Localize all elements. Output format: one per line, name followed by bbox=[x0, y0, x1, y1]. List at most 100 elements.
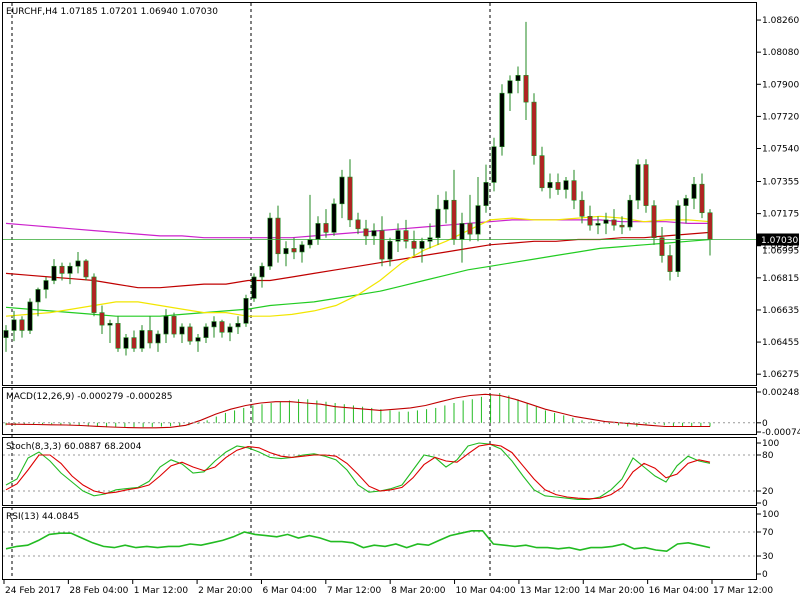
candle-body bbox=[587, 216, 593, 226]
candle bbox=[59, 262, 65, 281]
candle bbox=[283, 241, 289, 267]
price-tick-label: 1.06995 bbox=[762, 246, 799, 256]
candle bbox=[555, 173, 561, 195]
time-tick-label: 17 Mar 12:00 bbox=[713, 586, 773, 596]
candle-body bbox=[171, 315, 177, 335]
time-tick-label: 2 Mar 20:00 bbox=[198, 586, 253, 596]
candle bbox=[331, 198, 337, 236]
candle-body bbox=[211, 321, 217, 328]
candle-body bbox=[227, 326, 233, 333]
candle-body bbox=[627, 199, 633, 228]
candle bbox=[115, 316, 121, 352]
stoch-tick-label: 80 bbox=[762, 451, 774, 461]
period-separators bbox=[11, 3, 491, 579]
candle bbox=[179, 323, 185, 343]
candle bbox=[579, 191, 585, 224]
candle bbox=[419, 237, 425, 263]
candle-body bbox=[595, 223, 601, 226]
price-tick-label: 1.06275 bbox=[762, 370, 799, 380]
candle-body bbox=[147, 330, 153, 344]
candle bbox=[675, 200, 681, 277]
candle bbox=[635, 159, 641, 210]
candle-body bbox=[131, 337, 137, 349]
price-tick-label: 1.07540 bbox=[762, 145, 799, 155]
candle bbox=[627, 194, 633, 231]
macd-tick-label: 0 bbox=[762, 419, 768, 429]
panel-frames bbox=[2, 2, 757, 580]
candle-body bbox=[563, 180, 569, 190]
stoch-signal-line bbox=[5, 443, 711, 500]
rsi-tick-label: 100 bbox=[762, 510, 779, 520]
candle-body bbox=[355, 219, 361, 230]
price-tick-label: 1.07175 bbox=[762, 210, 799, 220]
candle bbox=[323, 209, 329, 238]
candle-body bbox=[59, 265, 65, 274]
candle-body bbox=[491, 146, 497, 183]
candle bbox=[75, 251, 81, 274]
candle bbox=[227, 323, 233, 342]
price-tick-label: 1.06455 bbox=[762, 338, 799, 348]
candle-body bbox=[75, 260, 81, 267]
candle bbox=[563, 177, 569, 199]
price-tick-label: 1.08260 bbox=[762, 16, 799, 26]
candle-body bbox=[507, 80, 513, 94]
time-tick-label: 24 Feb 2017 bbox=[5, 586, 61, 596]
candle bbox=[91, 273, 97, 317]
candle-body bbox=[283, 248, 289, 255]
candle-body bbox=[203, 326, 209, 338]
candle bbox=[219, 319, 225, 338]
price-tick-label: 1.06995 bbox=[762, 242, 799, 252]
candle-body bbox=[259, 265, 265, 278]
candle-body bbox=[291, 248, 297, 253]
macd-tick-label: 0.002485 bbox=[762, 388, 800, 398]
candle-body bbox=[539, 155, 545, 189]
candle bbox=[171, 312, 177, 338]
candle bbox=[699, 173, 705, 219]
candle bbox=[619, 216, 625, 235]
price-tick-label: 1.07355 bbox=[762, 178, 799, 188]
candle-body bbox=[195, 337, 201, 342]
candle-body bbox=[523, 75, 529, 103]
candle bbox=[35, 287, 41, 317]
candle bbox=[523, 21, 529, 120]
candle-body bbox=[155, 333, 161, 344]
candle-body bbox=[243, 298, 249, 324]
candle-body bbox=[371, 230, 377, 237]
candle bbox=[291, 237, 297, 260]
candle bbox=[307, 194, 313, 249]
candle-body bbox=[443, 199, 449, 210]
candle bbox=[123, 334, 129, 356]
candle bbox=[643, 159, 649, 213]
candle bbox=[347, 159, 353, 228]
candle-body bbox=[675, 205, 681, 272]
ma-red-line bbox=[5, 231, 711, 289]
candle-body bbox=[451, 199, 457, 240]
candle bbox=[515, 66, 521, 94]
candle bbox=[387, 237, 393, 267]
candle bbox=[459, 212, 465, 263]
candle-body bbox=[363, 228, 369, 237]
candle-body bbox=[35, 289, 41, 303]
candle bbox=[571, 169, 577, 210]
candle-body bbox=[571, 180, 577, 201]
candle bbox=[491, 137, 497, 192]
candle bbox=[83, 259, 89, 281]
time-axis: 24 Feb 2017 28 Feb 04:00 1 Mar 12:00 2 Mar … bbox=[3, 580, 773, 596]
candle-body bbox=[475, 205, 481, 235]
rsi-tick-label: 0 bbox=[762, 570, 768, 580]
candle-body bbox=[67, 265, 73, 274]
candle-body bbox=[347, 176, 353, 221]
candle bbox=[19, 316, 25, 338]
candle bbox=[243, 294, 249, 327]
candle bbox=[51, 259, 57, 285]
candle bbox=[11, 310, 17, 342]
candle bbox=[251, 273, 257, 302]
candle bbox=[371, 223, 377, 245]
candle bbox=[539, 146, 545, 192]
candle-body bbox=[83, 260, 89, 278]
stoch-tick-label: 0 bbox=[762, 499, 768, 509]
candle-body bbox=[99, 312, 105, 326]
